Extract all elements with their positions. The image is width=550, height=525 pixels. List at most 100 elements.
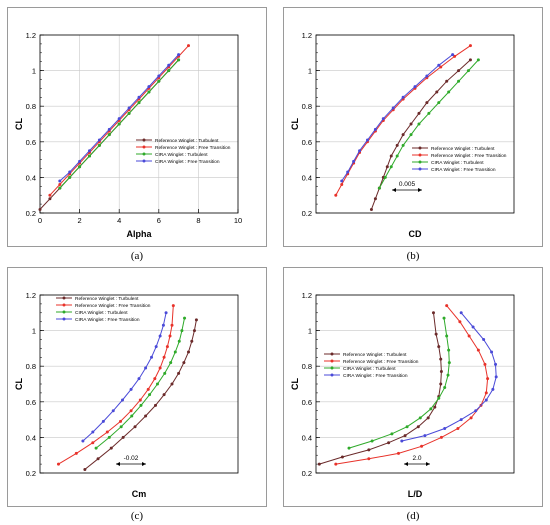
- series-point-cira_free: [161, 323, 165, 327]
- series-point-cira_free: [81, 439, 85, 443]
- series-point-cira_turb: [173, 350, 177, 354]
- series-point-ref_free: [165, 345, 169, 349]
- series-line-ref_free: [335, 305, 489, 465]
- scale-annotation: 2.0: [404, 455, 430, 466]
- series-point-ref_free: [187, 44, 190, 48]
- series-point-ref_free: [170, 323, 174, 327]
- chart-panel-b: 0.2 0.4 0.6 0.8 1 1.2 CD CL 0.005 Reference Wingl…: [283, 7, 543, 247]
- caption-d: (d): [406, 510, 420, 522]
- series-point-ref_free: [445, 304, 449, 308]
- series-point-cira_turb: [68, 175, 72, 179]
- series-point-ref_free: [397, 451, 400, 455]
- series-point-cira_turb: [88, 154, 91, 158]
- series-point-cira_free: [157, 74, 161, 78]
- series-point-ref_free: [456, 427, 460, 430]
- series-point-ref_turb: [48, 197, 52, 201]
- series-point-cira_turb: [466, 69, 470, 73]
- series-point-ref_turb: [445, 79, 449, 83]
- series-point-ref_free: [476, 348, 480, 352]
- series-point-ref_free: [146, 387, 150, 391]
- series-point-ref_free: [367, 457, 371, 461]
- series-point-ref_free: [420, 444, 424, 448]
- series-point-ref_turb: [109, 446, 113, 450]
- series-point-cira_free: [491, 387, 495, 391]
- series-point-ref_free: [439, 65, 443, 69]
- y-tick-label: 1: [308, 67, 312, 76]
- series-point-ref_turb: [433, 405, 437, 409]
- series-point-ref_turb: [426, 416, 430, 420]
- series-point-ref_turb: [177, 371, 181, 375]
- series-point-ref_turb: [340, 455, 344, 459]
- legend-swatch-marker-cira_free: [418, 167, 422, 171]
- series-point-ref_turb: [162, 393, 166, 397]
- legend-swatch-marker-cira_free: [62, 317, 66, 321]
- series-point-ref_free: [467, 334, 471, 338]
- series-point-cira_turb: [107, 435, 111, 439]
- series-point-ref_turb: [417, 111, 421, 115]
- series-point-cira_turb: [401, 143, 405, 147]
- series-point-ref_free: [340, 183, 344, 187]
- series-point-cira_free: [352, 159, 356, 163]
- legend-swatch-marker-ref_turb: [418, 146, 422, 150]
- y-axis-label: CL: [290, 118, 300, 130]
- series-point-ref_turb: [457, 69, 461, 73]
- series-point-ref_free: [119, 419, 123, 423]
- legend-label-ref_free: Reference Winglet : Free Transition: [75, 303, 151, 309]
- series-point-cira_free: [137, 95, 141, 99]
- series-point-cira_free: [400, 439, 404, 443]
- series-point-ref_turb: [439, 357, 443, 361]
- legend-swatch-marker-ref_turb: [142, 138, 146, 142]
- series-point-cira_turb: [457, 79, 461, 83]
- plot-frame: [39, 34, 239, 214]
- y-tick-label: 1.2: [26, 291, 36, 300]
- series-point-cira_turb: [347, 446, 351, 450]
- y-tick-label: 0.2: [302, 469, 312, 478]
- y-tick-label: 0.6: [26, 138, 36, 147]
- series-point-ref_turb: [83, 467, 87, 471]
- series-point-cira_turb: [157, 79, 161, 83]
- legend-label-cira_free: CIRA Winglet : Free Transition: [75, 317, 140, 323]
- series-point-cira_turb: [94, 446, 98, 450]
- series-point-cira_turb: [445, 334, 449, 338]
- y-tick-label: 0.6: [302, 138, 312, 147]
- series-point-ref_turb: [403, 434, 407, 438]
- series-point-cira_turb: [177, 58, 181, 62]
- plot-frame: [315, 294, 515, 474]
- x-tick-label: 0: [38, 216, 42, 225]
- y-tick-label: 0.2: [26, 469, 36, 478]
- series-point-cira_free: [443, 427, 447, 430]
- series-line-cira_free: [401, 312, 497, 442]
- x-tick-label: 2: [78, 216, 82, 225]
- series-point-ref_turb: [431, 311, 435, 315]
- y-tick-label: 1.2: [302, 31, 312, 40]
- scale-arrow-head-left: [392, 188, 396, 192]
- series-point-cira_free: [482, 338, 486, 341]
- series-point-ref_free: [486, 377, 490, 381]
- series-point-ref_turb: [434, 332, 438, 336]
- series-point-cira_turb: [183, 316, 187, 320]
- caption-c: (c): [130, 510, 144, 522]
- chart-c: 0.2 0.4 0.6 0.8 1 1.2 Cm CL -0.02 Reference Wingl…: [14, 291, 239, 499]
- series-point-cira_free: [117, 117, 121, 121]
- series-point-ref_free: [453, 54, 457, 58]
- series-point-ref_turb: [468, 58, 472, 62]
- series-point-cira_turb: [447, 348, 451, 352]
- series-point-ref_free: [153, 377, 157, 381]
- series-point-ref_free: [56, 462, 60, 466]
- legend-label-cira_turb: CIRA Winglet : Turbulent: [431, 160, 484, 166]
- series-point-cira_free: [365, 138, 369, 142]
- y-tick-label: 0.8: [26, 102, 36, 111]
- y-tick-label: 1: [308, 327, 312, 336]
- legend-label-ref_turb: Reference Winglet : Turbulent: [431, 146, 495, 152]
- series-line-ref_turb: [370, 59, 471, 210]
- series-point-cira_turb: [443, 386, 447, 390]
- x-tick-label: 4: [117, 216, 121, 225]
- series-point-cira_turb: [447, 90, 451, 94]
- series-point-cira_free: [358, 149, 362, 153]
- series-point-ref_free: [158, 366, 162, 370]
- series-point-cira_free: [154, 345, 158, 349]
- series-point-ref_free: [439, 435, 443, 439]
